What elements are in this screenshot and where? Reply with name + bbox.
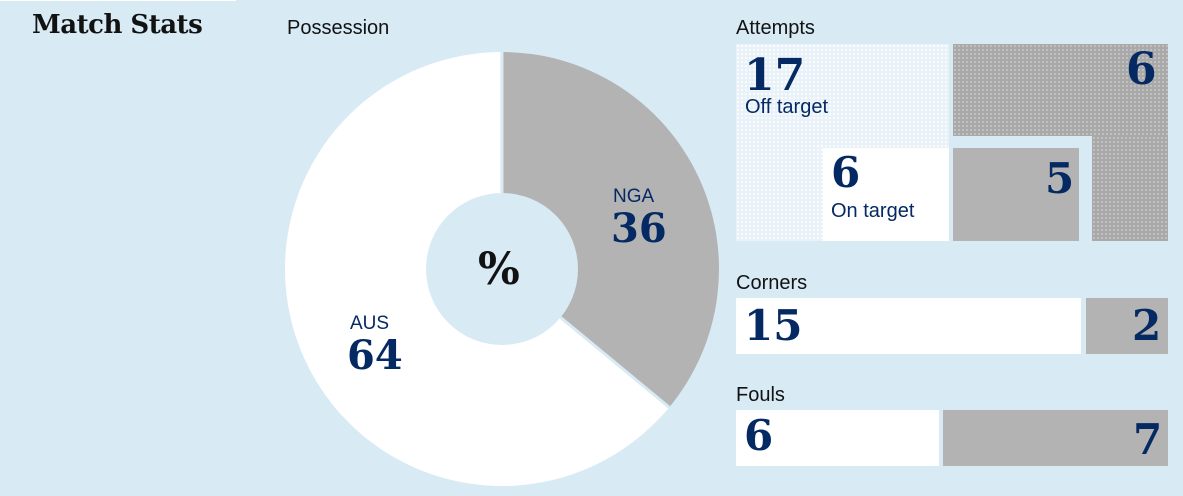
top-divider xyxy=(0,0,236,1)
corners-aus-value: 15 xyxy=(744,301,803,350)
attempts-nga-on-target-bar xyxy=(953,148,1079,241)
fouls-nga-bar xyxy=(943,410,1168,466)
slice-value-aus: 64 xyxy=(347,332,403,379)
slice-value-nga: 36 xyxy=(611,205,667,252)
fouls-aus-value: 6 xyxy=(744,411,774,460)
attempts-title: Attempts xyxy=(736,17,815,39)
attempts-nga-total: 6 xyxy=(1126,44,1157,95)
corners-title: Corners xyxy=(736,272,808,294)
attempts-aus-total: 17 xyxy=(744,50,806,101)
corners-nga-value: 2 xyxy=(1132,301,1162,350)
pie-slice-nga xyxy=(502,52,720,408)
page-title: Match Stats xyxy=(32,10,203,40)
fouls-aus-bar xyxy=(736,410,939,466)
corners-nga-bar xyxy=(1086,298,1168,354)
slice-label-aus: AUS xyxy=(350,313,390,334)
fouls-title: Fouls xyxy=(736,384,785,406)
attempts-nga-on-target: 5 xyxy=(1045,154,1075,203)
possession-title: Possession xyxy=(287,17,390,39)
attempts-aus-on-target: 6 xyxy=(831,148,861,197)
attempts-nga-total-bar-lower xyxy=(1092,136,1168,241)
off-target-label: Off target xyxy=(745,96,829,118)
donut-hole xyxy=(426,193,578,345)
donut-center-label: % xyxy=(478,244,520,295)
on-target-label: On target xyxy=(831,200,915,222)
attempts-aus-on-target-bar xyxy=(823,148,949,241)
slice-label-nga: NGA xyxy=(613,186,655,207)
corners-aus-bar xyxy=(736,298,1081,354)
fouls-nga-value: 7 xyxy=(1133,415,1163,464)
